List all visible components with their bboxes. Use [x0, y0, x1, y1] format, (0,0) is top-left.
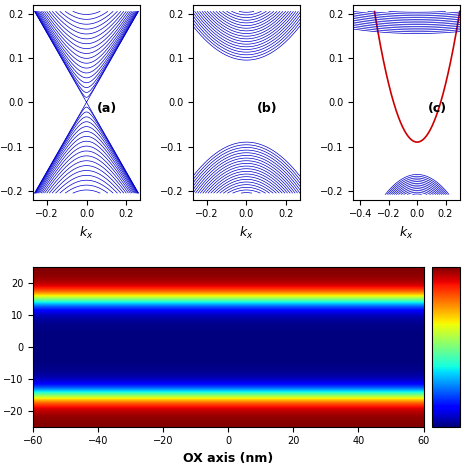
X-axis label: $k_x$: $k_x$ — [79, 225, 94, 241]
X-axis label: OX axis (nm): OX axis (nm) — [183, 452, 273, 465]
X-axis label: $k_x$: $k_x$ — [239, 225, 254, 241]
Text: (b): (b) — [257, 102, 278, 115]
Text: (a): (a) — [97, 102, 118, 115]
Text: (c): (c) — [428, 102, 447, 115]
X-axis label: $k_x$: $k_x$ — [399, 225, 414, 241]
